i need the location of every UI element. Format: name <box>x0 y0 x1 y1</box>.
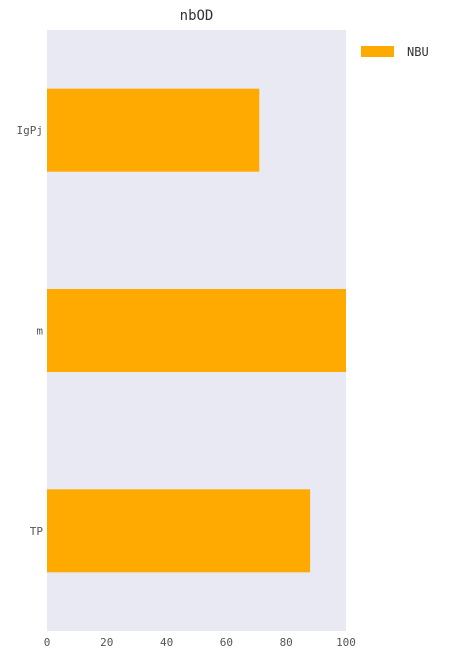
chart-title: nbOD <box>180 8 214 24</box>
y-tick-label: TP <box>30 525 44 538</box>
x-tick-label: 100 <box>336 636 356 649</box>
legend: NBU <box>361 45 429 59</box>
legend-swatch-nbu <box>361 46 394 57</box>
y-tick-label: m <box>36 325 43 338</box>
legend-label-nbu: NBU <box>407 45 429 59</box>
x-tick-label: 80 <box>280 636 293 649</box>
bar-igpj <box>47 88 260 172</box>
x-tick-label: 20 <box>100 636 113 649</box>
x-tick-label: 0 <box>44 636 51 649</box>
bar-tp <box>47 489 311 573</box>
x-axis-tick-labels: 0 20 40 60 80 100 <box>44 636 356 649</box>
x-tick-label: 40 <box>160 636 173 649</box>
y-axis-tick-labels: IgPj m TP <box>17 124 44 538</box>
y-tick-label: IgPj <box>17 124 44 137</box>
bars-group <box>47 88 346 573</box>
bar-m <box>47 289 346 372</box>
x-tick-label: 60 <box>220 636 233 649</box>
